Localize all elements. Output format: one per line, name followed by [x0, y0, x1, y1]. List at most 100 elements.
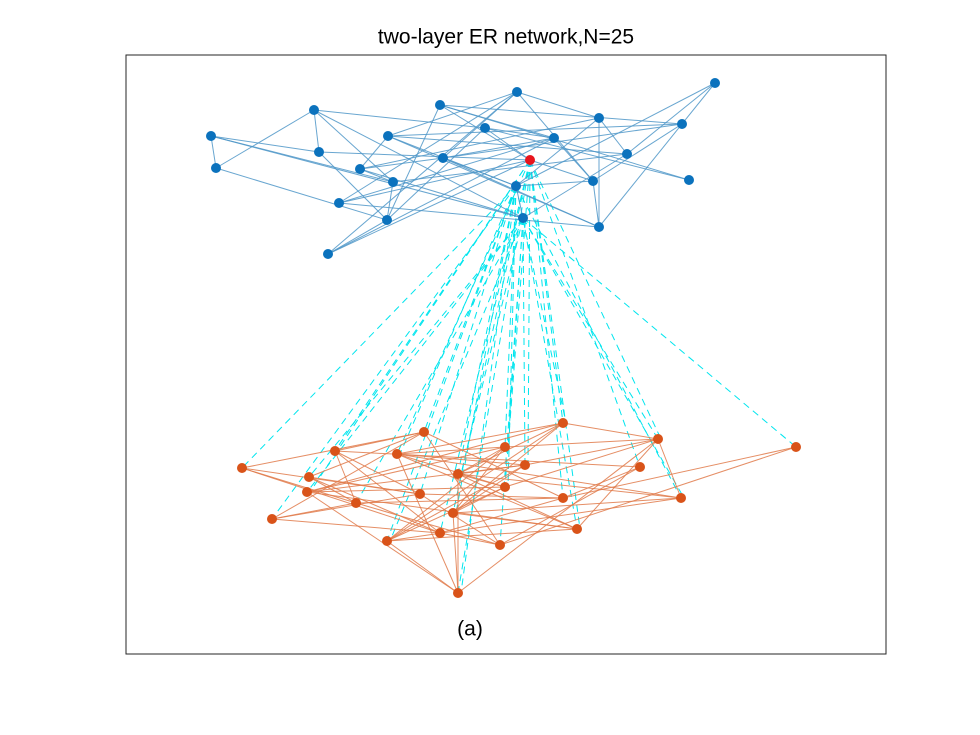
- top-node: [480, 123, 490, 133]
- edge: [516, 91, 600, 119]
- edge: [457, 446, 506, 475]
- edge: [313, 109, 394, 183]
- interlayer-link: [522, 217, 526, 466]
- edge: [210, 135, 217, 169]
- edge: [524, 438, 659, 466]
- edge: [271, 493, 421, 520]
- edge: [457, 422, 564, 475]
- interlayer-link: [389, 217, 524, 542]
- bottom-node: [653, 434, 663, 444]
- edge: [386, 446, 506, 542]
- edge: [334, 450, 441, 534]
- edge: [529, 159, 594, 182]
- edge: [392, 153, 628, 183]
- interlayer-link: [529, 159, 564, 499]
- bottom-node: [453, 588, 463, 598]
- interlayer-link: [306, 217, 524, 493]
- top-node: [525, 155, 535, 165]
- interlayer-link: [457, 185, 517, 475]
- edge: [215, 167, 388, 221]
- bottom-node: [267, 514, 277, 524]
- interlayer-link: [504, 185, 517, 448]
- edge: [439, 497, 564, 534]
- interlayer-link: [452, 159, 531, 514]
- edge: [592, 123, 683, 182]
- edge: [306, 446, 506, 493]
- edge: [308, 476, 421, 495]
- bottom-node: [500, 442, 510, 452]
- bottom-node: [558, 418, 568, 428]
- edge: [657, 438, 682, 499]
- edge: [452, 422, 564, 514]
- edge: [396, 453, 526, 466]
- bottom-node: [453, 469, 463, 479]
- interlayer-link: [460, 217, 524, 475]
- edge: [457, 473, 682, 499]
- edge: [457, 473, 578, 530]
- bottom-node: [572, 524, 582, 534]
- edge: [396, 453, 506, 488]
- interlayer-link: [529, 159, 564, 424]
- edge: [271, 518, 441, 534]
- top-node: [512, 87, 522, 97]
- edge: [386, 464, 526, 542]
- top-node: [594, 113, 604, 123]
- edge: [423, 431, 564, 499]
- interlayer-link: [309, 159, 531, 493]
- edge: [387, 123, 683, 137]
- interlayer-link: [529, 159, 641, 468]
- top-node: [309, 105, 319, 115]
- top-node: [710, 78, 720, 88]
- edge: [306, 464, 526, 493]
- top-node: [314, 147, 324, 157]
- edge: [439, 104, 690, 181]
- bottom-node: [500, 482, 510, 492]
- edge: [334, 450, 421, 495]
- axes-box: [125, 54, 887, 655]
- edge: [504, 438, 659, 488]
- edge: [308, 476, 357, 504]
- bottom-node: [392, 449, 402, 459]
- caption: (a): [457, 618, 483, 641]
- interlayer-link: [457, 159, 531, 594]
- edge: [484, 127, 555, 139]
- bottom-node: [520, 460, 530, 470]
- edge: [313, 109, 486, 129]
- edge: [396, 453, 578, 530]
- bottom-node: [495, 540, 505, 550]
- edge: [452, 512, 459, 594]
- edge: [359, 117, 600, 170]
- edge: [515, 180, 594, 187]
- edge: [338, 202, 600, 228]
- edge: [626, 82, 716, 155]
- edge: [439, 104, 683, 125]
- edge: [271, 502, 357, 520]
- interlayer-link: [419, 185, 517, 495]
- interlayer-link: [399, 185, 517, 455]
- top-node: [355, 164, 365, 174]
- interlayer-link: [522, 217, 685, 499]
- edge: [386, 104, 441, 221]
- bottom-node: [558, 493, 568, 503]
- edge: [338, 91, 518, 204]
- edge: [334, 450, 641, 468]
- edge: [457, 473, 506, 488]
- top-node: [435, 100, 445, 110]
- interlayer-links: [241, 159, 797, 594]
- edge: [484, 127, 690, 181]
- interlayer-link: [386, 185, 517, 542]
- top-node: [677, 119, 687, 129]
- interlayer-link: [271, 185, 517, 520]
- edge: [452, 497, 682, 514]
- bottom-node: [330, 446, 340, 456]
- top-node: [594, 222, 604, 232]
- edge: [515, 185, 524, 219]
- edge: [442, 123, 683, 159]
- bottom-node: [791, 442, 801, 452]
- bottom-node: [635, 462, 645, 472]
- edge: [387, 91, 518, 137]
- interlayer-link: [460, 185, 517, 594]
- top-node: [438, 153, 448, 163]
- intralayer-edges: [210, 82, 797, 594]
